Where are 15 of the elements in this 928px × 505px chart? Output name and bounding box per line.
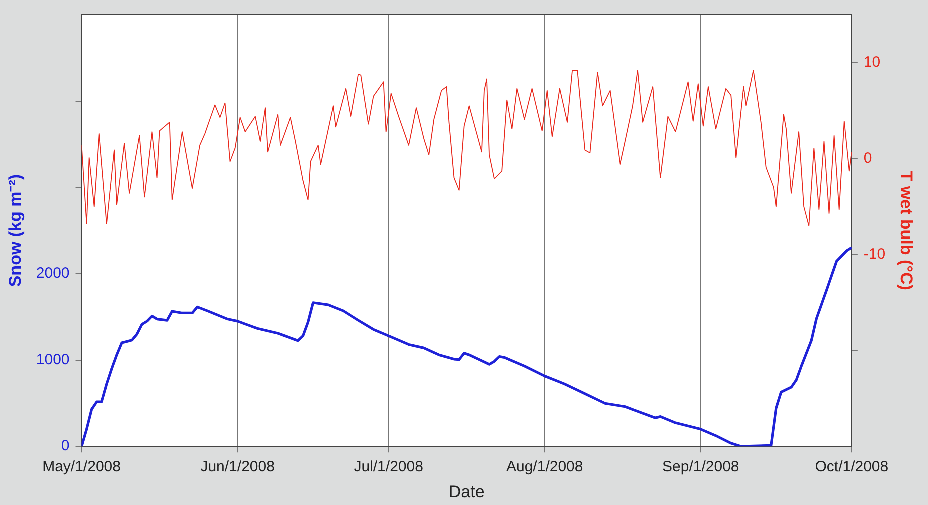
y2-tick-label: 0	[864, 150, 872, 168]
y2-tick-label: 10	[864, 54, 881, 72]
y2-axis-title: T wet bulb (°C)	[897, 171, 916, 290]
x-tick-label: Jun/1/2008	[200, 458, 275, 476]
x-axis-title: Date	[448, 482, 485, 502]
x-tick-label: Oct/1/2008	[815, 458, 889, 476]
y-axis-title: Snow (kg m⁻²)	[6, 174, 25, 288]
y2-tick-label: -10	[864, 246, 886, 263]
y-tick-label: 2000	[36, 265, 70, 282]
x-tick-label: Jul/1/2008	[354, 458, 424, 476]
x-tick-label: May/1/2008	[42, 458, 121, 476]
x-tick-label: Aug/1/2008	[506, 458, 584, 476]
y-tick-label: 0	[61, 438, 70, 455]
y-tick-label: 1000	[36, 351, 70, 368]
x-tick-label: Sep/1/2008	[662, 458, 740, 476]
